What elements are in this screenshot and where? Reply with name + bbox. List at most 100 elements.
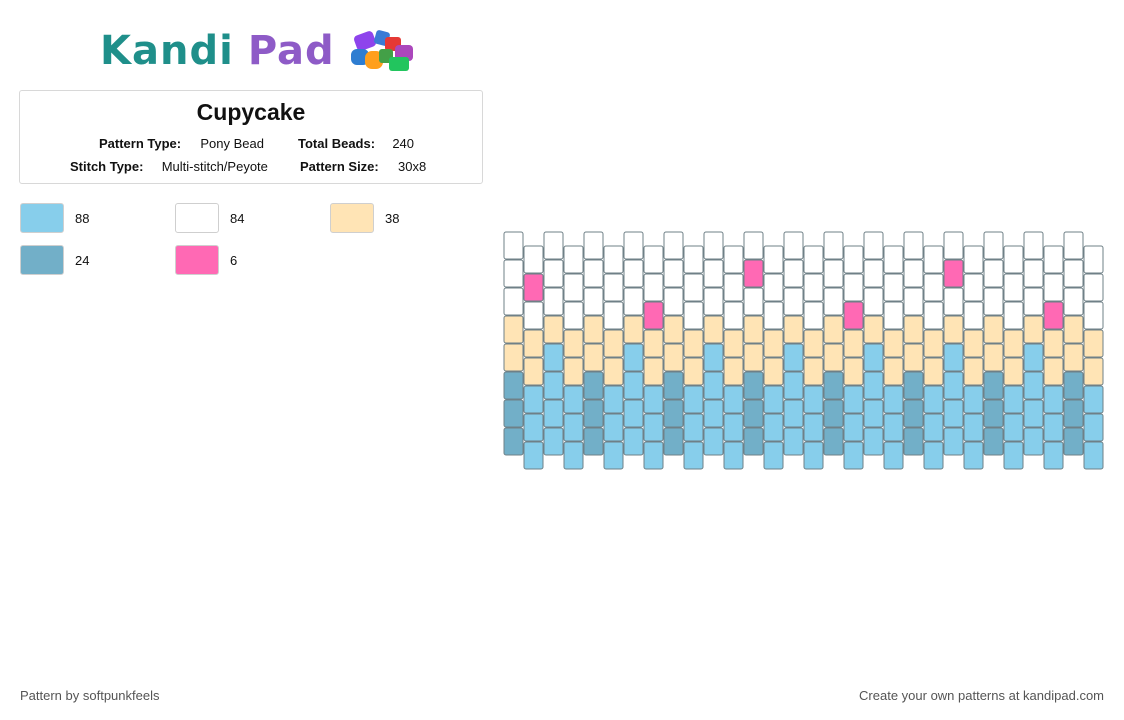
bead — [523, 245, 544, 274]
legend-count: 84 — [230, 210, 245, 226]
bead — [903, 427, 924, 456]
legend-count: 88 — [75, 210, 90, 226]
bead — [723, 245, 744, 274]
bead — [823, 427, 844, 456]
bead — [703, 259, 724, 288]
bead — [603, 357, 624, 386]
bead — [923, 413, 944, 442]
bead — [903, 259, 924, 288]
bead — [823, 399, 844, 428]
bead — [763, 357, 784, 386]
bead — [663, 399, 684, 428]
bead — [523, 441, 544, 470]
bead — [503, 427, 524, 456]
bead — [683, 273, 704, 302]
bead — [623, 259, 644, 288]
bead — [1003, 329, 1024, 358]
bead — [703, 371, 724, 400]
bead — [803, 385, 824, 414]
bead — [1063, 343, 1084, 372]
bead — [703, 399, 724, 428]
bead — [783, 287, 804, 316]
bead — [623, 399, 644, 428]
bead — [823, 259, 844, 288]
bead — [883, 441, 904, 470]
bead — [1023, 315, 1044, 344]
bead — [903, 343, 924, 372]
bead — [803, 441, 824, 470]
bead — [583, 315, 604, 344]
bead — [1023, 343, 1044, 372]
bead — [883, 385, 904, 414]
create-patterns-link[interactable]: Create your own patterns at kandipad.com — [859, 688, 1104, 703]
bead — [643, 329, 664, 358]
bead — [603, 385, 624, 414]
bead — [883, 329, 904, 358]
bead — [983, 343, 1004, 372]
bead — [803, 245, 824, 274]
logo-text-pad: Pad — [247, 28, 335, 74]
bead — [703, 287, 724, 316]
bead — [663, 315, 684, 344]
bead — [1043, 385, 1064, 414]
bead — [623, 427, 644, 456]
bead — [943, 287, 964, 316]
bead — [743, 287, 764, 316]
bead — [883, 245, 904, 274]
legend-swatch — [175, 203, 219, 233]
bead — [803, 357, 824, 386]
bead — [943, 259, 964, 288]
bead — [603, 245, 624, 274]
bead — [863, 399, 884, 428]
bead — [543, 231, 564, 260]
bead — [583, 427, 604, 456]
bead — [863, 315, 884, 344]
bead — [723, 357, 744, 386]
bead — [543, 315, 564, 344]
bead — [943, 399, 964, 428]
bead — [563, 357, 584, 386]
bead — [903, 315, 924, 344]
bead — [583, 259, 604, 288]
bead — [843, 385, 864, 414]
bead — [603, 329, 624, 358]
bead — [1003, 245, 1024, 274]
bead — [843, 357, 864, 386]
legend-item: 84 — [175, 203, 244, 233]
pattern-type-value: Pony Bead — [200, 136, 264, 151]
stitch-type-row: Stitch Type: Multi-stitch/Peyote — [70, 159, 268, 174]
legend-count: 38 — [385, 210, 400, 226]
bead — [503, 399, 524, 428]
bead — [863, 427, 884, 456]
bead — [643, 357, 664, 386]
bead — [1043, 273, 1064, 302]
pattern-credit: Pattern by softpunkfeels — [20, 688, 160, 703]
bead — [823, 343, 844, 372]
legend-item: 24 — [20, 245, 89, 275]
bead — [803, 273, 824, 302]
bead — [543, 343, 564, 372]
bead — [503, 371, 524, 400]
bead — [683, 245, 704, 274]
bead — [863, 287, 884, 316]
bead — [783, 399, 804, 428]
bead — [803, 413, 824, 442]
bead — [883, 357, 904, 386]
bead — [763, 301, 784, 330]
bead — [963, 357, 984, 386]
legend-count: 24 — [75, 252, 90, 268]
bead — [783, 315, 804, 344]
bead — [1063, 315, 1084, 344]
bead — [743, 371, 764, 400]
bead — [1003, 385, 1024, 414]
bead — [983, 231, 1004, 260]
bead — [683, 301, 704, 330]
bead — [963, 245, 984, 274]
bead — [883, 273, 904, 302]
bead — [723, 329, 744, 358]
bead — [663, 287, 684, 316]
bead — [703, 427, 724, 456]
kandipad-logo[interactable]: Kandi Pad — [100, 26, 421, 76]
bead — [903, 399, 924, 428]
total-beads-row: Total Beads: 240 — [298, 136, 414, 151]
